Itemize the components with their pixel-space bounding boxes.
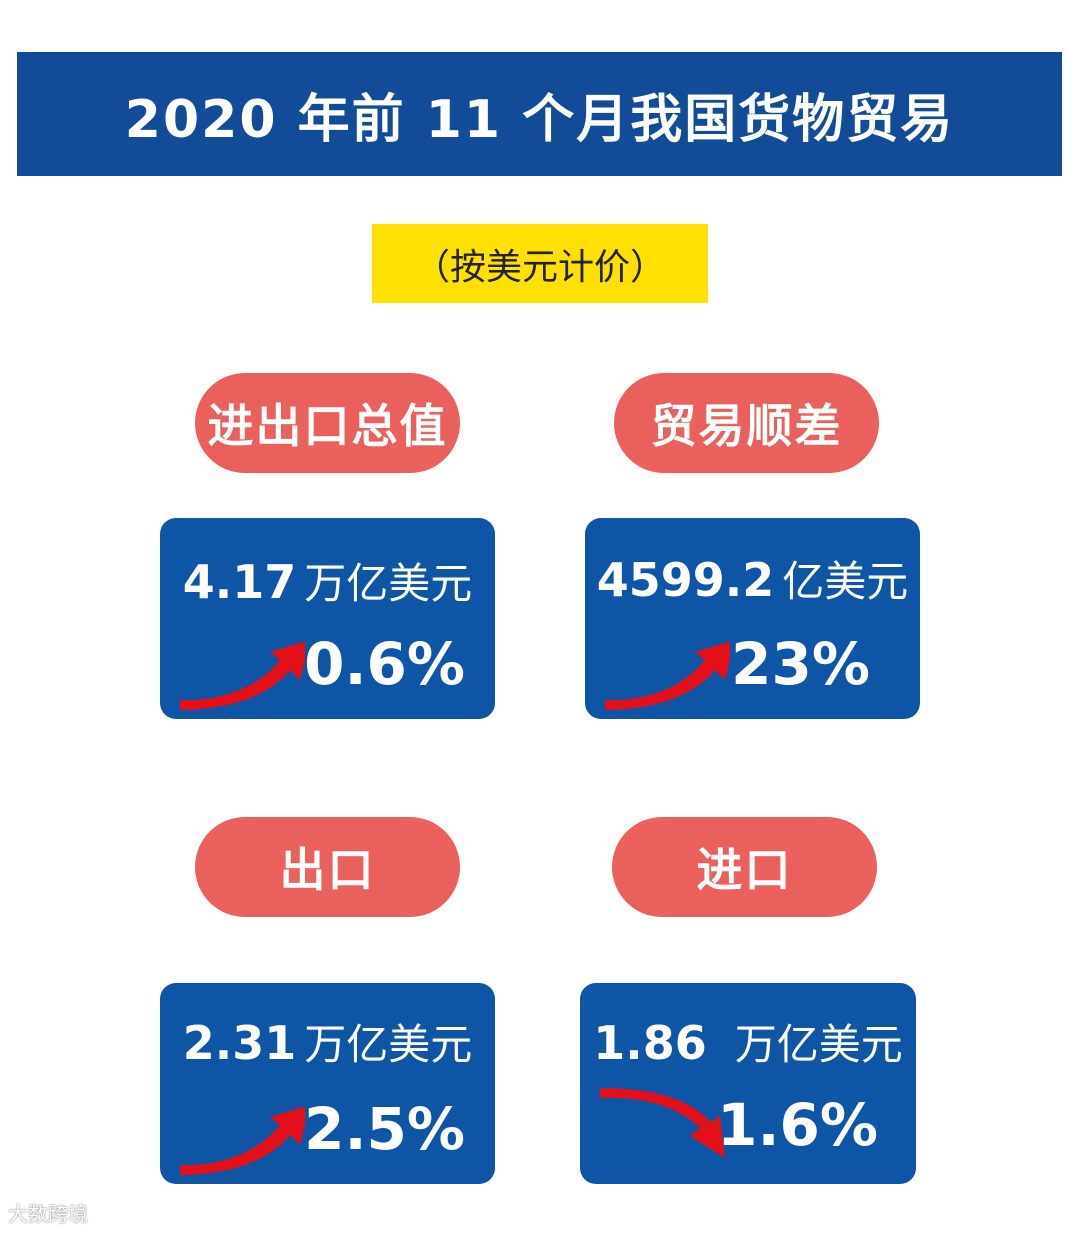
card-export: 2.31 万亿美元 2.5% — [160, 983, 495, 1184]
amount-unit: 亿美元 — [782, 557, 909, 606]
change-percent: 23% — [731, 630, 870, 698]
subtitle: （按美元计价） — [372, 224, 708, 303]
change-percent: 2.5% — [304, 1095, 465, 1163]
card-surplus: 4599.2 亿美元 23% — [585, 518, 920, 719]
amount-value: 1.86 — [593, 1016, 707, 1070]
arrow-up-icon — [180, 641, 305, 710]
amount-unit: 万亿美元 — [734, 1020, 903, 1069]
card-import: 1.86 万亿美元 1.6% — [580, 983, 916, 1184]
label-total: 进出口总值 — [195, 373, 460, 473]
label-import: 进口 — [612, 817, 877, 917]
amount-unit: 万亿美元 — [304, 559, 473, 608]
amount-value: 2.31 — [182, 1016, 297, 1070]
arrow-up-icon — [605, 641, 730, 710]
change-percent: 0.6% — [304, 630, 465, 698]
watermark: 大数跨境 — [8, 1202, 88, 1226]
amount-value: 4599.2 — [596, 553, 775, 607]
amount-unit: 万亿美元 — [304, 1020, 473, 1069]
label-surplus: 贸易顺差 — [614, 373, 879, 473]
amount-value: 4.17 — [182, 555, 297, 609]
arrow-up-icon — [180, 1106, 305, 1175]
page-title: 2020 年前 11 个月我国货物贸易 — [17, 52, 1062, 176]
label-export: 出口 — [195, 817, 460, 917]
card-total: 4.17 万亿美元 0.6% — [160, 518, 495, 719]
change-percent: 1.6% — [717, 1091, 878, 1159]
arrow-down-icon — [600, 1088, 725, 1158]
